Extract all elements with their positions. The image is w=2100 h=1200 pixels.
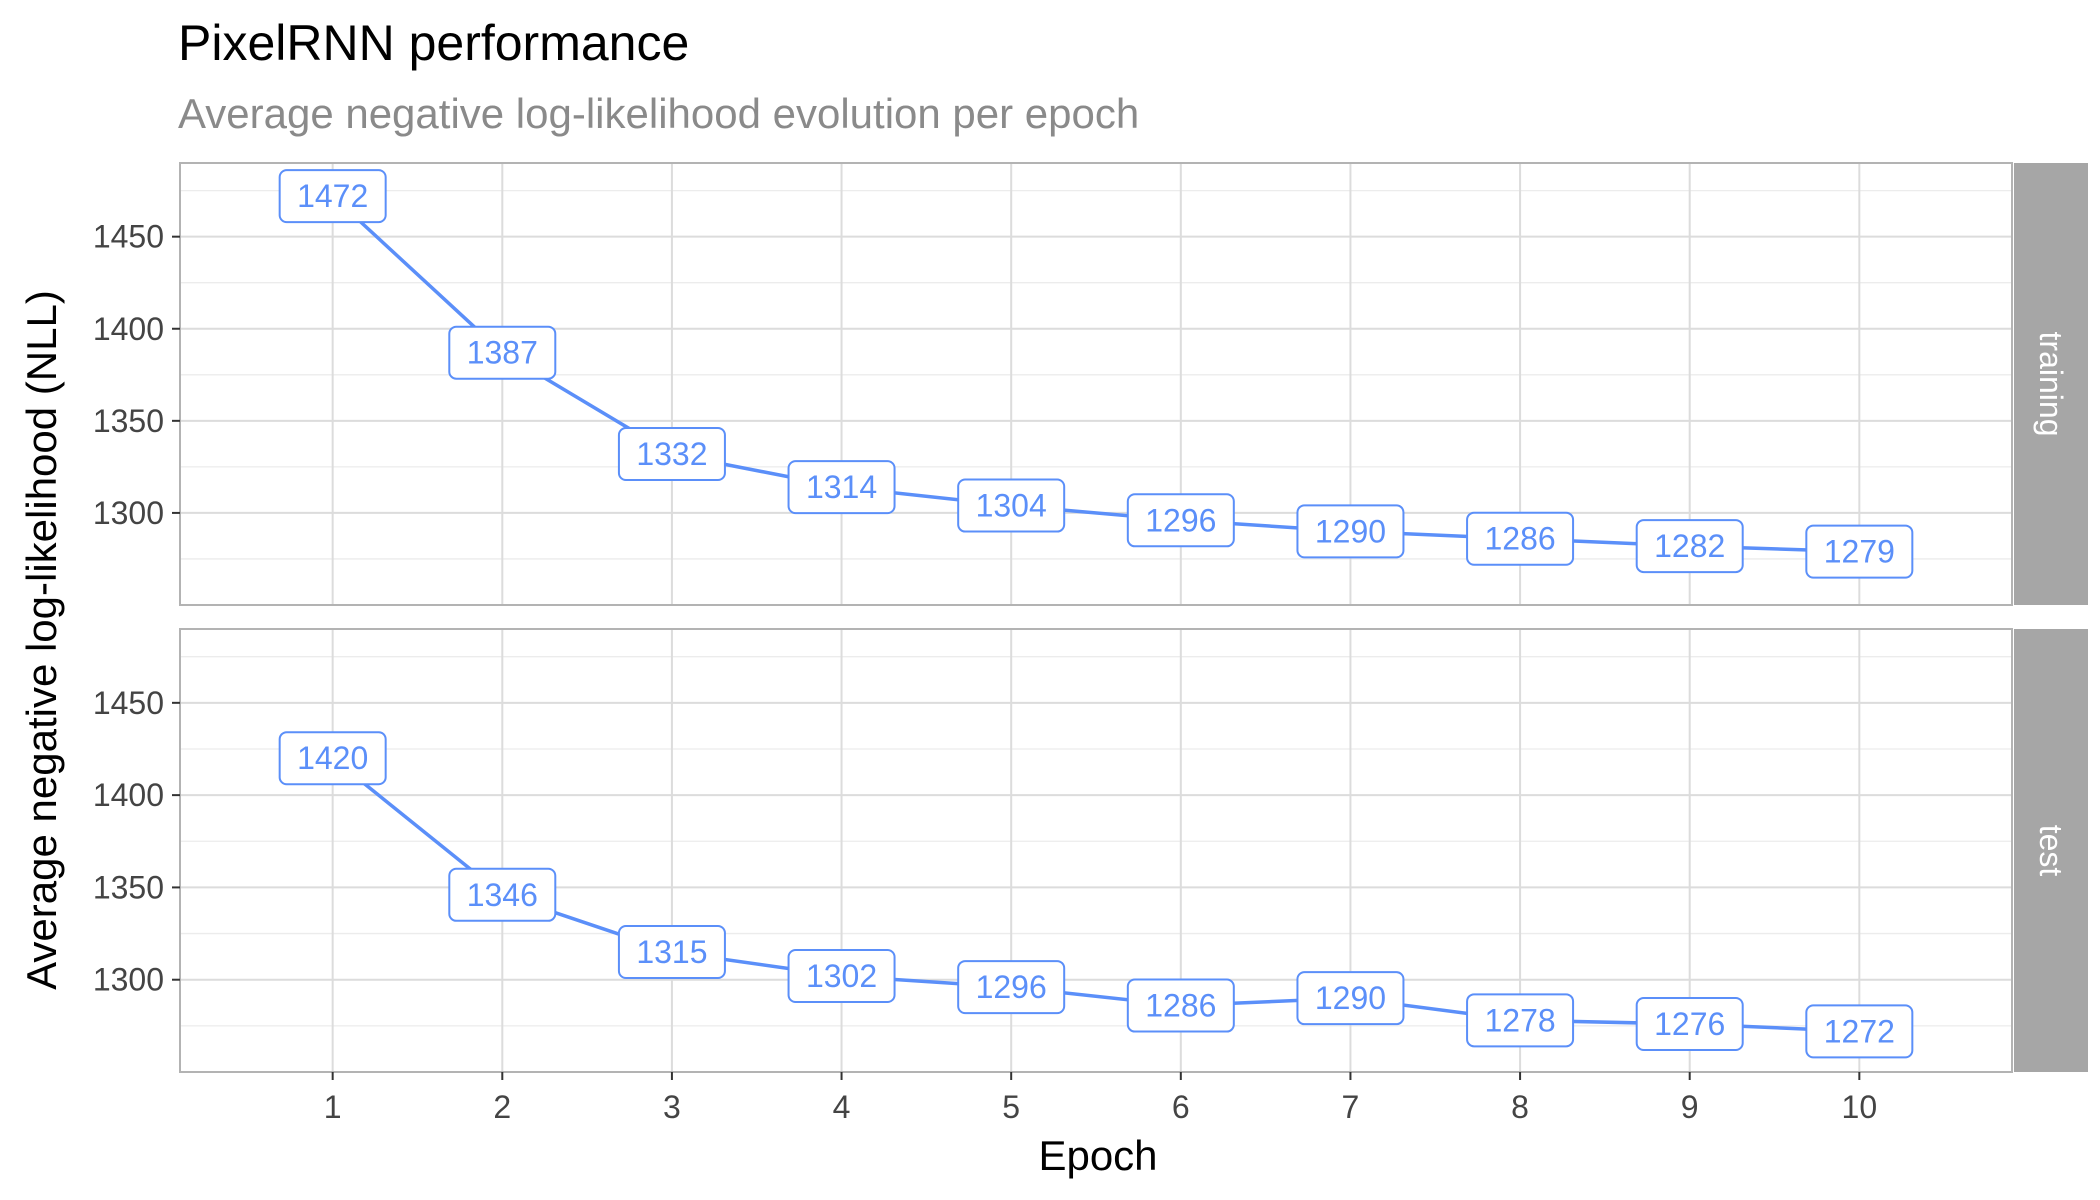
data-label-text: 1286 bbox=[1145, 988, 1216, 1024]
data-label: 1387 bbox=[448, 325, 557, 380]
chart-subtitle: Average negative log-likelihood evolutio… bbox=[178, 90, 1139, 137]
data-label-text: 1304 bbox=[976, 488, 1047, 524]
y-tick-label: 1350 bbox=[93, 403, 164, 439]
data-label-text: 1278 bbox=[1484, 1002, 1555, 1038]
data-label-text: 1276 bbox=[1654, 1006, 1725, 1042]
x-tick-label: 6 bbox=[1172, 1089, 1190, 1125]
y-tick-label: 1450 bbox=[93, 685, 164, 721]
data-label-box bbox=[957, 960, 1066, 1015]
data-label-box bbox=[448, 867, 557, 922]
facet-panel-training: 1300 1350 1400 1450 training 1472 1387 1332 1314… bbox=[93, 162, 2088, 606]
data-label: 1279 bbox=[1805, 524, 1914, 579]
facet-strip bbox=[2014, 629, 2088, 1072]
x-tick-label: 10 bbox=[1842, 1089, 1878, 1125]
data-label-text: 1290 bbox=[1315, 980, 1386, 1016]
data-label-text: 1472 bbox=[297, 178, 368, 214]
data-label: 1472 bbox=[278, 169, 387, 224]
data-label-text: 1272 bbox=[1824, 1013, 1895, 1049]
x-tick-label: 4 bbox=[833, 1089, 851, 1125]
data-label: 1290 bbox=[1296, 971, 1405, 1026]
x-axis: 1 2 3 4 5 6 7 8 9 10 bbox=[324, 1072, 1877, 1125]
data-label-box bbox=[278, 731, 387, 786]
chart-title: PixelRNN performance bbox=[178, 15, 689, 71]
x-tick-label: 8 bbox=[1511, 1089, 1529, 1125]
x-tick-label: 9 bbox=[1681, 1089, 1699, 1125]
series-line-test bbox=[331, 756, 1860, 1034]
data-label-box bbox=[787, 460, 896, 515]
data-label: 1290 bbox=[1296, 504, 1405, 559]
data-label-box bbox=[1296, 971, 1405, 1026]
data-label-box bbox=[787, 949, 896, 1004]
data-label: 1315 bbox=[617, 925, 726, 980]
y-tick-label: 1400 bbox=[93, 311, 164, 347]
series-line-training bbox=[331, 194, 1860, 554]
y-tick-label: 1350 bbox=[93, 869, 164, 905]
data-label-box bbox=[617, 426, 726, 481]
data-label-text: 1282 bbox=[1654, 528, 1725, 564]
x-axis-title: Epoch bbox=[1038, 1132, 1157, 1179]
data-label-box bbox=[1805, 524, 1914, 579]
data-label-box bbox=[1466, 511, 1575, 566]
x-tick-label: 1 bbox=[324, 1089, 342, 1125]
data-label: 1296 bbox=[957, 960, 1066, 1015]
data-label: 1296 bbox=[1126, 493, 1235, 548]
facet-strip bbox=[2014, 163, 2088, 605]
data-label-box bbox=[448, 325, 557, 380]
data-label-box bbox=[1466, 993, 1575, 1048]
data-label-text: 1420 bbox=[297, 740, 368, 776]
facet-panel-test: 1300 1350 1400 1450 test 1420 1346 1315 1302 1296… bbox=[93, 628, 2088, 1073]
data-label: 1276 bbox=[1635, 997, 1744, 1052]
panel-border bbox=[179, 162, 2013, 606]
facet-strip-label: training bbox=[2033, 332, 2069, 437]
facet-panels: 1300 1350 1400 1450 training 1472 1387 1332 1314… bbox=[93, 162, 2088, 1073]
data-label: 1272 bbox=[1805, 1004, 1914, 1059]
data-label-box bbox=[957, 478, 1066, 533]
x-tick-label: 3 bbox=[663, 1089, 681, 1125]
data-label-text: 1302 bbox=[806, 958, 877, 994]
data-label: 1278 bbox=[1466, 993, 1575, 1048]
data-label-text: 1296 bbox=[976, 969, 1047, 1005]
facet-strip-label: test bbox=[2033, 825, 2069, 877]
data-label: 1346 bbox=[448, 867, 557, 922]
data-label-text: 1286 bbox=[1484, 521, 1555, 557]
y-tick-label: 1300 bbox=[93, 962, 164, 998]
data-label-text: 1296 bbox=[1145, 502, 1216, 538]
data-label-text: 1279 bbox=[1824, 534, 1895, 570]
data-label-box bbox=[1126, 978, 1235, 1033]
data-label: 1332 bbox=[617, 426, 726, 481]
data-label-box bbox=[1635, 519, 1744, 574]
data-label-text: 1314 bbox=[806, 469, 877, 505]
x-tick-label: 7 bbox=[1342, 1089, 1360, 1125]
y-tick-label: 1450 bbox=[93, 219, 164, 255]
data-label: 1286 bbox=[1466, 511, 1575, 566]
data-label: 1304 bbox=[957, 478, 1066, 533]
data-label-box bbox=[617, 925, 726, 980]
data-label-box bbox=[1635, 997, 1744, 1052]
x-tick-label: 5 bbox=[1002, 1089, 1020, 1125]
y-tick-label: 1400 bbox=[93, 777, 164, 813]
data-label-text: 1315 bbox=[636, 934, 707, 970]
data-label: 1314 bbox=[787, 460, 896, 515]
data-label: 1282 bbox=[1635, 519, 1744, 574]
panel-border bbox=[179, 628, 2013, 1073]
data-label-text: 1332 bbox=[636, 436, 707, 472]
data-label-box bbox=[1126, 493, 1235, 548]
y-axis-title: Average negative log-likelihood (NLL) bbox=[18, 290, 65, 990]
data-label-text: 1290 bbox=[1315, 513, 1386, 549]
data-label-text: 1387 bbox=[467, 335, 538, 371]
x-tick-label: 2 bbox=[493, 1089, 511, 1125]
data-label-box bbox=[1296, 504, 1405, 559]
data-label-box bbox=[278, 169, 387, 224]
data-label-text: 1346 bbox=[467, 877, 538, 913]
data-label: 1302 bbox=[787, 949, 896, 1004]
data-label: 1286 bbox=[1126, 978, 1235, 1033]
y-tick-label: 1300 bbox=[93, 495, 164, 531]
data-label-box bbox=[1805, 1004, 1914, 1059]
data-label: 1420 bbox=[278, 731, 387, 786]
